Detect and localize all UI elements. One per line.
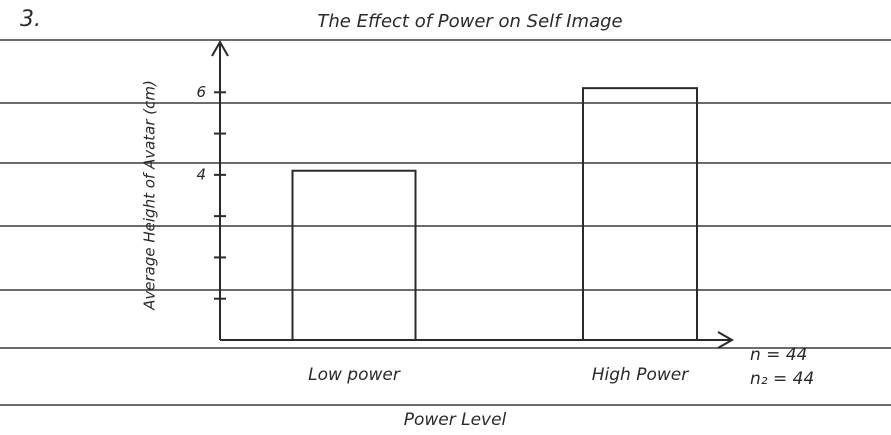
x-tick-label: High Power bbox=[592, 365, 689, 385]
question-number: 3. bbox=[20, 7, 41, 32]
annotation: n₂ = 44 bbox=[750, 369, 814, 389]
y-tick-label: 4 bbox=[196, 165, 206, 183]
y-axis-label: Average Height of Avatar (cm) bbox=[141, 80, 159, 311]
x-axis-label: Power Level bbox=[404, 410, 507, 430]
bar bbox=[293, 171, 416, 340]
y-tick-label: 6 bbox=[196, 83, 206, 101]
annotation: n = 44 bbox=[750, 345, 807, 365]
chart-title: The Effect of Power on Self Image bbox=[317, 11, 622, 32]
x-tick-label: Low power bbox=[308, 365, 401, 385]
bar bbox=[583, 88, 697, 340]
chart: 3. The Effect of Power on Self Image Ave… bbox=[0, 0, 891, 435]
